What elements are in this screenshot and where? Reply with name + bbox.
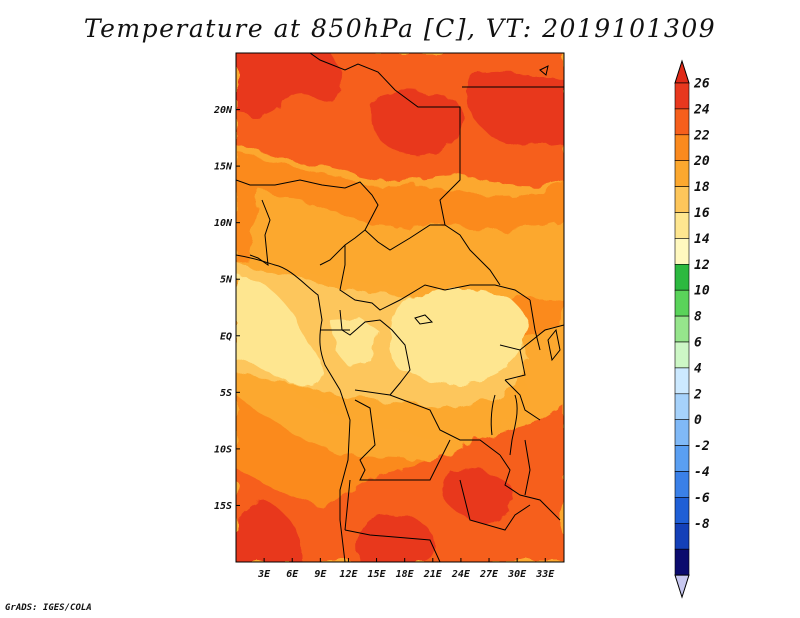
band-26c-sw	[236, 500, 300, 562]
x-tick-label: 9E	[314, 569, 327, 580]
colorbar-label: 20	[693, 154, 710, 169]
colorbar-swatch	[674, 186, 690, 213]
band-26c-south	[357, 514, 436, 562]
colorbar-under-triangle	[674, 574, 690, 599]
colorbar-label: -4	[694, 465, 710, 480]
x-tick-label: 33E	[535, 569, 555, 580]
y-axis: 20N 15N 10N 5N EQ 5S 10S 15S	[213, 105, 240, 512]
colorbar-swatch	[674, 445, 690, 472]
colorbar-label: 12	[694, 258, 710, 273]
x-tick-label: 12E	[339, 569, 358, 580]
colorbar-swatch	[674, 108, 690, 136]
colorbar-label: 8	[694, 310, 702, 325]
colorbar-swatch	[674, 341, 690, 369]
y-tick-label: 20N	[213, 105, 233, 116]
x-tick-label: 3E	[257, 569, 271, 580]
x-tick-label: 30E	[507, 569, 527, 580]
band-16c	[236, 275, 322, 385]
colorbar-swatch-bottom	[674, 548, 690, 576]
colorbar-label: 4	[694, 361, 702, 376]
y-tick-label: EQ	[220, 331, 232, 342]
colorbar-label: 2	[693, 387, 702, 402]
x-tick-label: 18E	[396, 569, 415, 580]
x-tick-label: 21E	[423, 569, 443, 580]
y-tick-label: 15S	[214, 501, 232, 512]
colorbar-swatch	[674, 134, 690, 162]
colorbar-swatch	[674, 497, 690, 524]
y-tick-label: 10S	[214, 444, 232, 455]
colorbar-label: 26	[693, 77, 710, 92]
colorbar-swatch	[674, 212, 690, 239]
colorbar-swatch	[674, 315, 690, 343]
x-tick-label: 6E	[286, 569, 299, 580]
band-20c	[245, 190, 564, 305]
y-tick-label: 10N	[214, 218, 233, 229]
colorbar-label: -6	[694, 491, 710, 506]
band-26c-northeast	[466, 72, 564, 147]
colorbar-swatch	[674, 238, 690, 265]
colorbar-swatch	[674, 367, 690, 395]
colorbar-label: 0	[694, 413, 702, 428]
colorbar-swatch	[674, 82, 690, 110]
x-tick-label: 15E	[368, 569, 387, 580]
y-tick-label: 15N	[214, 162, 233, 173]
colorbar-label: 14	[694, 232, 710, 247]
colorbar-label: 10	[694, 284, 710, 299]
colorbar-swatch	[674, 471, 690, 498]
map-frame	[235, 52, 565, 563]
grads-credit: GrADS: IGES/COLA	[5, 603, 92, 613]
colorbar-label: -2	[694, 439, 710, 454]
band-26c-north	[236, 53, 342, 116]
colorbar-label: 22	[693, 128, 710, 143]
y-tick-label: 5S	[220, 388, 232, 399]
colorbar-swatch	[674, 160, 690, 187]
colorbar-swatch	[674, 419, 690, 446]
colorbar-swatch	[674, 522, 690, 550]
colorbar-swatch	[674, 393, 690, 420]
chart-title: Temperature at 850hPa [C], VT: 201910130…	[83, 14, 717, 43]
band-16c-center	[388, 289, 527, 382]
colorbar-label: 6	[694, 336, 702, 351]
band-24c-south	[236, 405, 564, 562]
x-axis: 3E 6E 9E 12E 15E 18E 21E 24E 27E 30E 33E	[257, 558, 555, 580]
colorbar-swatch	[674, 263, 690, 291]
x-tick-label: 27E	[479, 569, 499, 580]
colorbar-swatch	[674, 289, 690, 317]
colorbar-label: -8	[694, 517, 710, 532]
country-borders	[236, 53, 564, 562]
colorbar-label: 16	[694, 206, 710, 221]
colorbar-over-triangle	[674, 59, 690, 84]
colorbar-label: 18	[694, 180, 710, 195]
temperature-field	[236, 53, 564, 562]
y-tick-label: 5N	[220, 275, 233, 286]
colorbar-label: 24	[693, 102, 710, 117]
x-tick-label: 24E	[451, 569, 471, 580]
